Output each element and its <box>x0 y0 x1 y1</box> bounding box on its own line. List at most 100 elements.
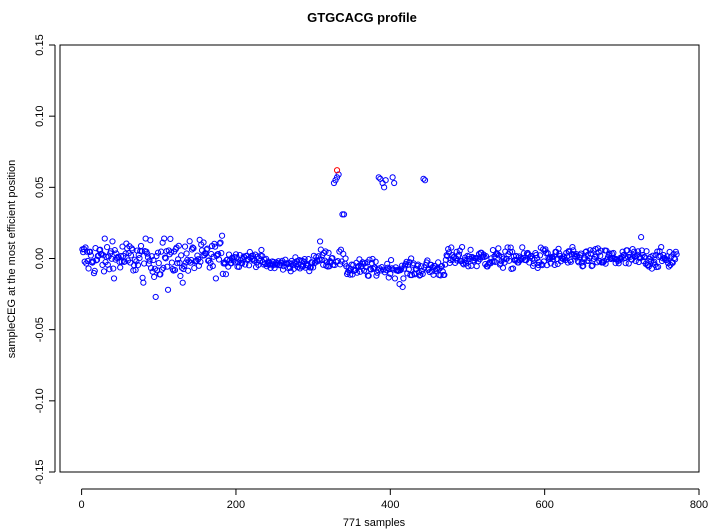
x-tick-label: 0 <box>79 499 85 511</box>
data-point <box>384 264 392 271</box>
data-point <box>137 242 145 250</box>
data-point <box>672 248 679 255</box>
data-point <box>574 257 581 265</box>
data-point <box>519 244 526 251</box>
data-point <box>216 240 223 247</box>
data-point <box>365 272 372 279</box>
data-point <box>195 262 203 269</box>
y-tick-label: 0.00 <box>34 248 46 269</box>
data-point <box>455 251 463 258</box>
data-point <box>87 248 94 255</box>
data-point <box>567 258 574 265</box>
data-point <box>177 272 184 280</box>
data-point <box>494 251 501 258</box>
data-point <box>175 242 182 249</box>
data-point <box>103 243 111 251</box>
data-point <box>168 249 175 256</box>
data-point <box>563 253 571 260</box>
data-point <box>322 248 329 255</box>
data-point <box>218 250 225 257</box>
data-point <box>127 252 135 259</box>
data-point <box>473 263 480 270</box>
data-point <box>638 234 645 241</box>
data-point <box>161 235 168 242</box>
data-point <box>239 260 246 267</box>
data-point <box>83 248 91 255</box>
data-point <box>458 244 466 251</box>
y-tick-label: 0.10 <box>34 105 46 126</box>
data-point <box>389 174 396 181</box>
data-point <box>421 177 429 184</box>
data-point <box>87 252 94 259</box>
data-point <box>654 248 661 255</box>
chart-title: GTGCACG profile <box>307 10 417 25</box>
data-point <box>164 263 171 270</box>
data-point <box>183 250 190 257</box>
data-point <box>424 257 431 264</box>
data-points <box>79 167 680 301</box>
data-point <box>209 262 216 270</box>
data-point <box>630 252 637 259</box>
data-point <box>419 270 426 278</box>
data-point <box>110 265 117 272</box>
data-point <box>354 263 361 271</box>
data-point <box>500 255 507 262</box>
data-point <box>536 252 544 259</box>
y-tick-label: 0.05 <box>34 177 46 198</box>
data-point <box>189 244 196 251</box>
data-point <box>178 252 185 259</box>
data-point <box>174 256 182 263</box>
data-point <box>212 243 219 250</box>
data-point <box>539 262 546 269</box>
data-point <box>242 261 249 268</box>
highlighted-point <box>333 167 341 174</box>
data-point <box>306 268 313 275</box>
data-point <box>643 248 650 255</box>
data-point <box>140 279 147 286</box>
data-point <box>232 251 240 258</box>
x-tick-label: 200 <box>227 499 245 511</box>
data-point <box>244 256 251 263</box>
data-point <box>385 274 392 281</box>
data-point <box>634 248 642 255</box>
data-point <box>651 258 658 265</box>
data-point <box>658 244 665 251</box>
data-point <box>660 251 667 259</box>
data-point <box>161 254 169 261</box>
data-point <box>98 250 105 258</box>
data-point <box>85 265 92 272</box>
data-point <box>134 261 142 269</box>
data-point <box>340 211 348 218</box>
data-point <box>399 283 406 291</box>
data-point <box>588 263 595 270</box>
data-point <box>135 251 142 258</box>
data-point <box>147 265 155 272</box>
data-point <box>101 235 108 242</box>
data-point <box>144 250 151 257</box>
data-point <box>93 256 101 263</box>
data-point <box>372 258 379 265</box>
data-point <box>416 272 423 279</box>
data-point <box>535 261 542 269</box>
data-point <box>569 244 576 251</box>
x-axis: 0 200 400 600 800 <box>79 488 708 511</box>
data-point <box>550 256 557 263</box>
data-point <box>240 253 247 260</box>
data-point <box>373 272 380 279</box>
data-point <box>387 270 394 277</box>
data-point <box>329 254 336 262</box>
data-point <box>176 259 183 266</box>
data-point <box>151 273 158 281</box>
data-point <box>580 262 587 269</box>
data-point <box>439 268 446 275</box>
data-point <box>381 184 388 191</box>
data-point <box>204 245 211 252</box>
data-point <box>342 255 349 262</box>
data-point <box>540 246 547 253</box>
data-point <box>148 253 155 260</box>
data-point <box>152 293 159 301</box>
data-point <box>325 249 332 256</box>
x-tick-label: 400 <box>381 499 399 511</box>
y-tick-label: 0.15 <box>34 34 46 55</box>
